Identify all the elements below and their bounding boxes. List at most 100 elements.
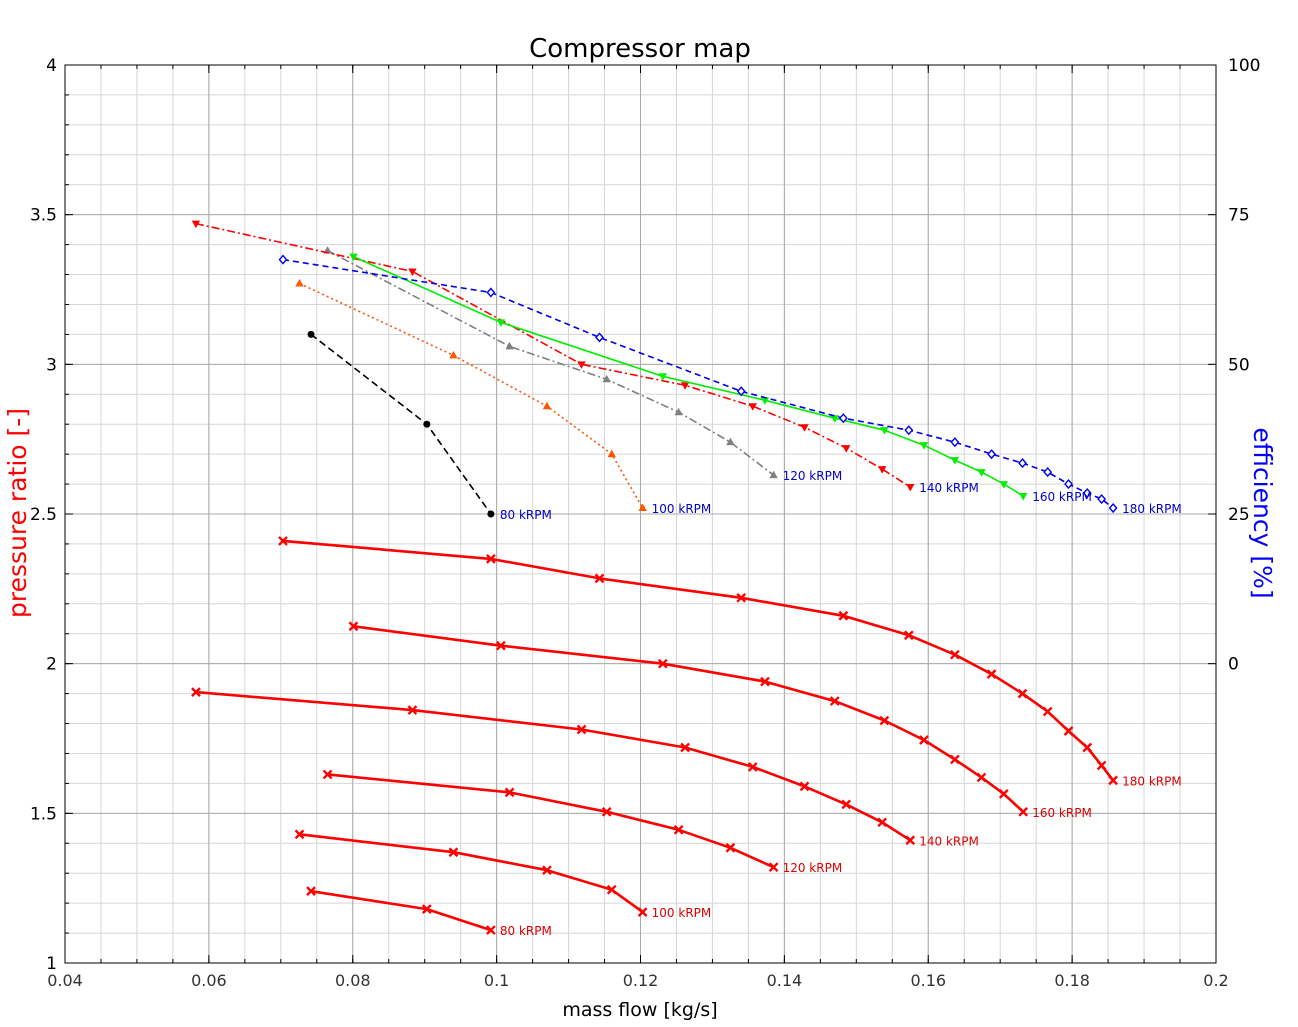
pressure-line xyxy=(310,889,492,932)
pressure-point xyxy=(747,762,758,772)
pressure-speed-label: 80 kRPM xyxy=(500,924,552,938)
efficiency-line xyxy=(299,282,644,509)
axis-ticks xyxy=(64,64,1217,964)
efficiency-point xyxy=(505,341,514,350)
efficiency-point xyxy=(638,503,647,512)
efficiency-point xyxy=(769,470,778,479)
pressure-point xyxy=(903,630,914,641)
pressure-point xyxy=(294,829,305,840)
pressure-point xyxy=(680,742,690,753)
x-tick-label: 0.2 xyxy=(1203,971,1228,990)
efficiency-point xyxy=(736,386,746,397)
pressure-point xyxy=(191,687,201,697)
y-tick-label: 3 xyxy=(46,355,57,375)
y-tick-label: 1.5 xyxy=(30,804,57,824)
y2-tick-label: 75 xyxy=(1228,206,1250,226)
pressure-point xyxy=(306,886,316,897)
x-tick-label: 0.06 xyxy=(191,971,227,990)
x-tick-label: 0.18 xyxy=(1054,971,1090,990)
x-tick-label: 0.12 xyxy=(623,971,659,990)
pressure-point xyxy=(606,884,617,895)
efficiency-point xyxy=(1097,493,1107,505)
efficiency-speed-label: 100 kRPM xyxy=(652,502,712,516)
pressure-point xyxy=(637,907,648,917)
efficiency-point xyxy=(496,319,506,327)
pressure-point xyxy=(950,754,960,765)
efficiency-speed-label: 180 kRPM xyxy=(1122,502,1182,516)
efficiency-point xyxy=(658,373,668,381)
efficiency-point xyxy=(486,287,496,298)
pressure-point xyxy=(348,621,359,632)
pressure-point xyxy=(421,904,432,914)
efficiency-lines xyxy=(191,220,1118,518)
pressure-point xyxy=(1063,726,1074,736)
efficiency-point xyxy=(1043,467,1053,478)
efficiency-point xyxy=(842,445,851,453)
pressure-point xyxy=(841,799,852,810)
efficiency-speed-label: 160 kRPM xyxy=(1032,490,1092,504)
efficiency-point xyxy=(904,425,914,436)
speed-labels: 80 kRPM 100 kRPM 120 kRPM 140 kRPM 160 kRPM 1… xyxy=(500,469,1182,938)
pressure-point xyxy=(905,835,916,846)
pressure-point xyxy=(838,610,849,621)
x-axis-label: mass flow [kg/s] xyxy=(562,999,717,1021)
pressure-line xyxy=(282,539,1115,782)
pressure-point xyxy=(760,676,770,687)
major-gridlines xyxy=(64,64,1217,964)
efficiency-speed-label: 140 kRPM xyxy=(919,481,979,495)
pressure-point xyxy=(1108,775,1118,786)
pressure-point xyxy=(1017,688,1028,699)
efficiency-point xyxy=(307,330,315,338)
efficiency-point xyxy=(408,268,417,277)
pressure-point xyxy=(576,724,587,735)
efficiency-point xyxy=(542,401,552,410)
efficiency-point xyxy=(674,407,683,416)
pressure-speed-label: 140 kRPM xyxy=(919,834,979,848)
efficiency-point xyxy=(191,220,201,229)
pressure-point xyxy=(322,769,333,780)
pressure-point xyxy=(1096,760,1107,771)
pressure-point xyxy=(1018,806,1029,817)
pressure-point xyxy=(504,787,515,798)
efficiency-point xyxy=(602,374,611,383)
efficiency-point xyxy=(423,420,431,428)
efficiency-point xyxy=(1018,458,1027,469)
pressure-point xyxy=(950,649,960,660)
efficiency-point xyxy=(1064,479,1073,490)
pressure-point xyxy=(879,715,890,726)
pressure-point xyxy=(1042,706,1053,717)
x-tick-label: 0.1 xyxy=(484,971,509,990)
pressure-point xyxy=(986,669,997,679)
right-y-tick-labels: 0 25 50 75 100 xyxy=(1228,56,1260,675)
efficiency-point xyxy=(838,413,848,424)
pressure-point xyxy=(919,735,929,745)
x-tick-labels: 0.04 0.06 0.08 0.1 0.12 0.14 0.16 0.18 0.2 xyxy=(47,971,1229,990)
x-tick-label: 0.08 xyxy=(335,971,371,990)
efficiency-line xyxy=(327,249,775,476)
pressure-point xyxy=(673,824,684,835)
y-tick-label: 4 xyxy=(46,56,57,76)
x-tick-label: 0.16 xyxy=(910,971,946,990)
pressure-speed-label: 160 kRPM xyxy=(1032,806,1092,820)
x-tick-label: 0.04 xyxy=(47,971,83,990)
pressure-point xyxy=(496,640,506,651)
pressure-point xyxy=(799,781,810,792)
pressure-speed-label: 100 kRPM xyxy=(652,906,712,920)
efficiency-line xyxy=(282,258,1114,509)
efficiency-line xyxy=(195,222,911,488)
left-y-tick-labels: 1 1.5 2 2.5 3 3.5 4 xyxy=(30,56,57,974)
efficiency-point xyxy=(906,484,915,492)
pressure-point xyxy=(278,536,288,546)
efficiency-point xyxy=(748,403,757,411)
efficiency-point xyxy=(950,457,960,465)
pressure-speed-label: 120 kRPM xyxy=(783,861,843,875)
pressure-point xyxy=(448,847,459,858)
efficiency-point xyxy=(449,350,458,359)
efficiency-line xyxy=(353,255,1024,497)
efficiency-point xyxy=(1082,487,1092,499)
efficiency-point xyxy=(487,510,495,518)
y2-tick-label: 0 xyxy=(1228,655,1239,675)
efficiency-point xyxy=(680,382,690,390)
pressure-point xyxy=(594,573,605,584)
pressure-point xyxy=(736,592,747,603)
